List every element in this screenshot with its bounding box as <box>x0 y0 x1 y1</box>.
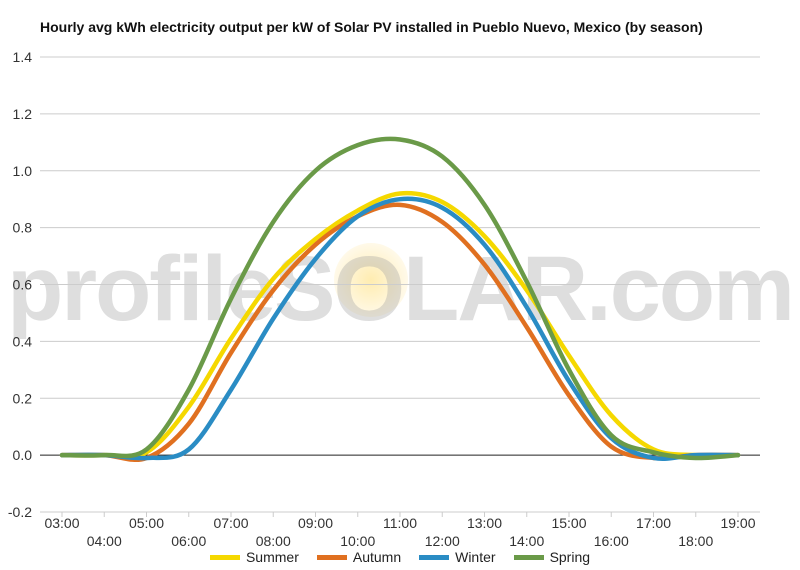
x-tick-label: 10:00 <box>340 533 375 549</box>
x-tick-label: 19:00 <box>720 515 755 531</box>
legend-swatch <box>513 554 544 560</box>
legend-label: Summer <box>245 549 299 565</box>
x-tick-label: 16:00 <box>594 533 629 549</box>
legend-swatch <box>316 554 347 560</box>
x-tick-label: 17:00 <box>636 515 671 531</box>
series-line-spring <box>59 136 741 461</box>
x-tick-label: 04:00 <box>87 533 122 549</box>
y-tick-label: 0.6 <box>13 277 33 293</box>
chart-legend: Summer Autumn Winter Spring <box>0 549 800 565</box>
y-tick-label: 1.0 <box>13 163 33 179</box>
x-tick-label: 14:00 <box>509 533 544 549</box>
y-tick-label: 0.8 <box>13 220 33 236</box>
y-tick-label: -0.2 <box>8 504 32 520</box>
x-tick-label: 03:00 <box>44 515 79 531</box>
y-tick-label: 0.4 <box>13 333 33 349</box>
legend-swatch <box>419 554 450 560</box>
chart-title: Hourly avg kWh electricity output per kW… <box>40 19 703 35</box>
x-tick-label: 05:00 <box>129 515 164 531</box>
legend-label: Winter <box>455 549 496 565</box>
x-tick-label: 13:00 <box>467 515 502 531</box>
watermark-logo: profileSOLAR.com <box>7 238 795 340</box>
x-tick-label: 12:00 <box>425 533 460 549</box>
x-tick-label: 07:00 <box>213 515 248 531</box>
y-tick-label: 0.2 <box>13 390 33 406</box>
legend-item-summer[interactable]: Summer <box>209 549 299 565</box>
x-tick-label: 18:00 <box>678 533 713 549</box>
legend-item-spring[interactable]: Spring <box>513 549 591 565</box>
x-tick-label: 15:00 <box>551 515 586 531</box>
series-line-winter <box>59 196 741 462</box>
legend-label: Autumn <box>352 549 402 565</box>
y-tick-label: 1.4 <box>13 49 33 65</box>
x-tick-label: 06:00 <box>171 533 206 549</box>
series-line-summer <box>59 190 741 459</box>
watermark-sun-icon <box>334 243 408 317</box>
x-tick-label: 08:00 <box>256 533 291 549</box>
x-tick-label: 09:00 <box>298 515 333 531</box>
legend-item-autumn[interactable]: Autumn <box>316 549 402 565</box>
x-tick-label: 11:00 <box>383 515 417 531</box>
legend-swatch <box>209 554 240 560</box>
y-tick-label: 0.0 <box>13 447 33 463</box>
series-line-autumn <box>59 202 741 463</box>
y-tick-label: 1.2 <box>13 106 33 122</box>
legend-item-winter[interactable]: Winter <box>419 549 496 565</box>
legend-label: Spring <box>549 549 591 565</box>
